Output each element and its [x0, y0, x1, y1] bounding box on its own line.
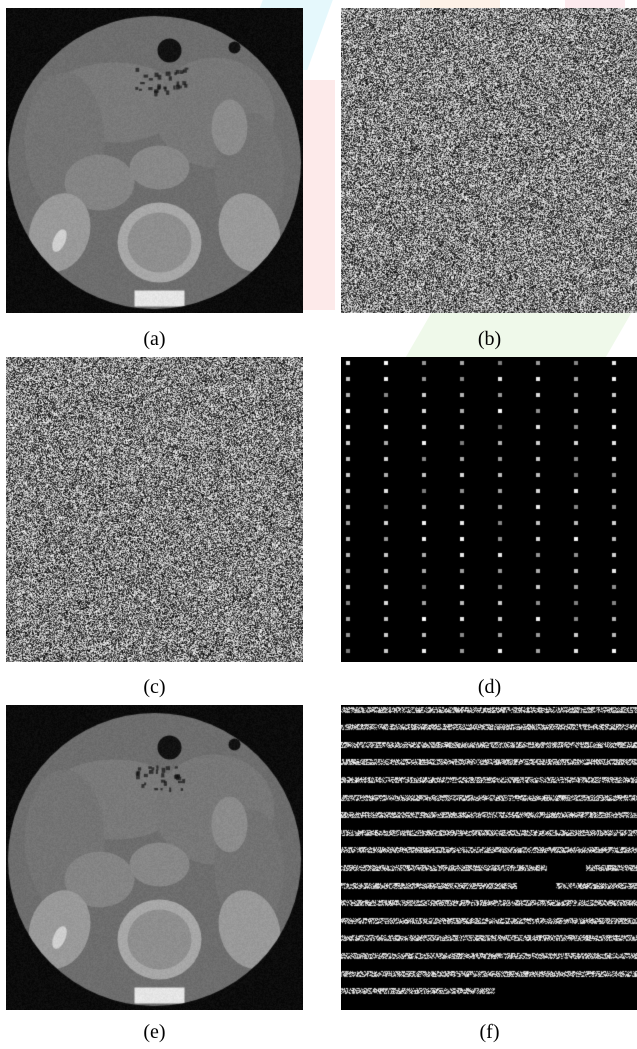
- panel-d-dot-grid: [341, 357, 637, 662]
- caption-d: (d): [477, 676, 502, 698]
- caption-f: (f): [479, 1021, 500, 1043]
- panel-b-noise: [341, 8, 637, 313]
- caption-e: (e): [143, 1021, 166, 1043]
- panel-a-ct-original: [6, 8, 303, 313]
- caption-c: (c): [143, 676, 166, 698]
- caption-a: (a): [143, 328, 166, 350]
- caption-b: (b): [477, 328, 502, 350]
- watermark-shape: [300, 80, 335, 310]
- panel-e-ct-reconstructed: [6, 705, 303, 1010]
- panel-c-noise: [6, 357, 303, 662]
- panel-f-striped-noise: [341, 705, 637, 1010]
